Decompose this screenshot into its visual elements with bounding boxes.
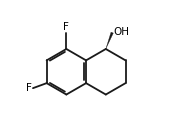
Text: OH: OH <box>113 27 129 37</box>
Text: F: F <box>63 22 69 32</box>
Text: F: F <box>26 83 32 93</box>
Polygon shape <box>106 32 113 49</box>
